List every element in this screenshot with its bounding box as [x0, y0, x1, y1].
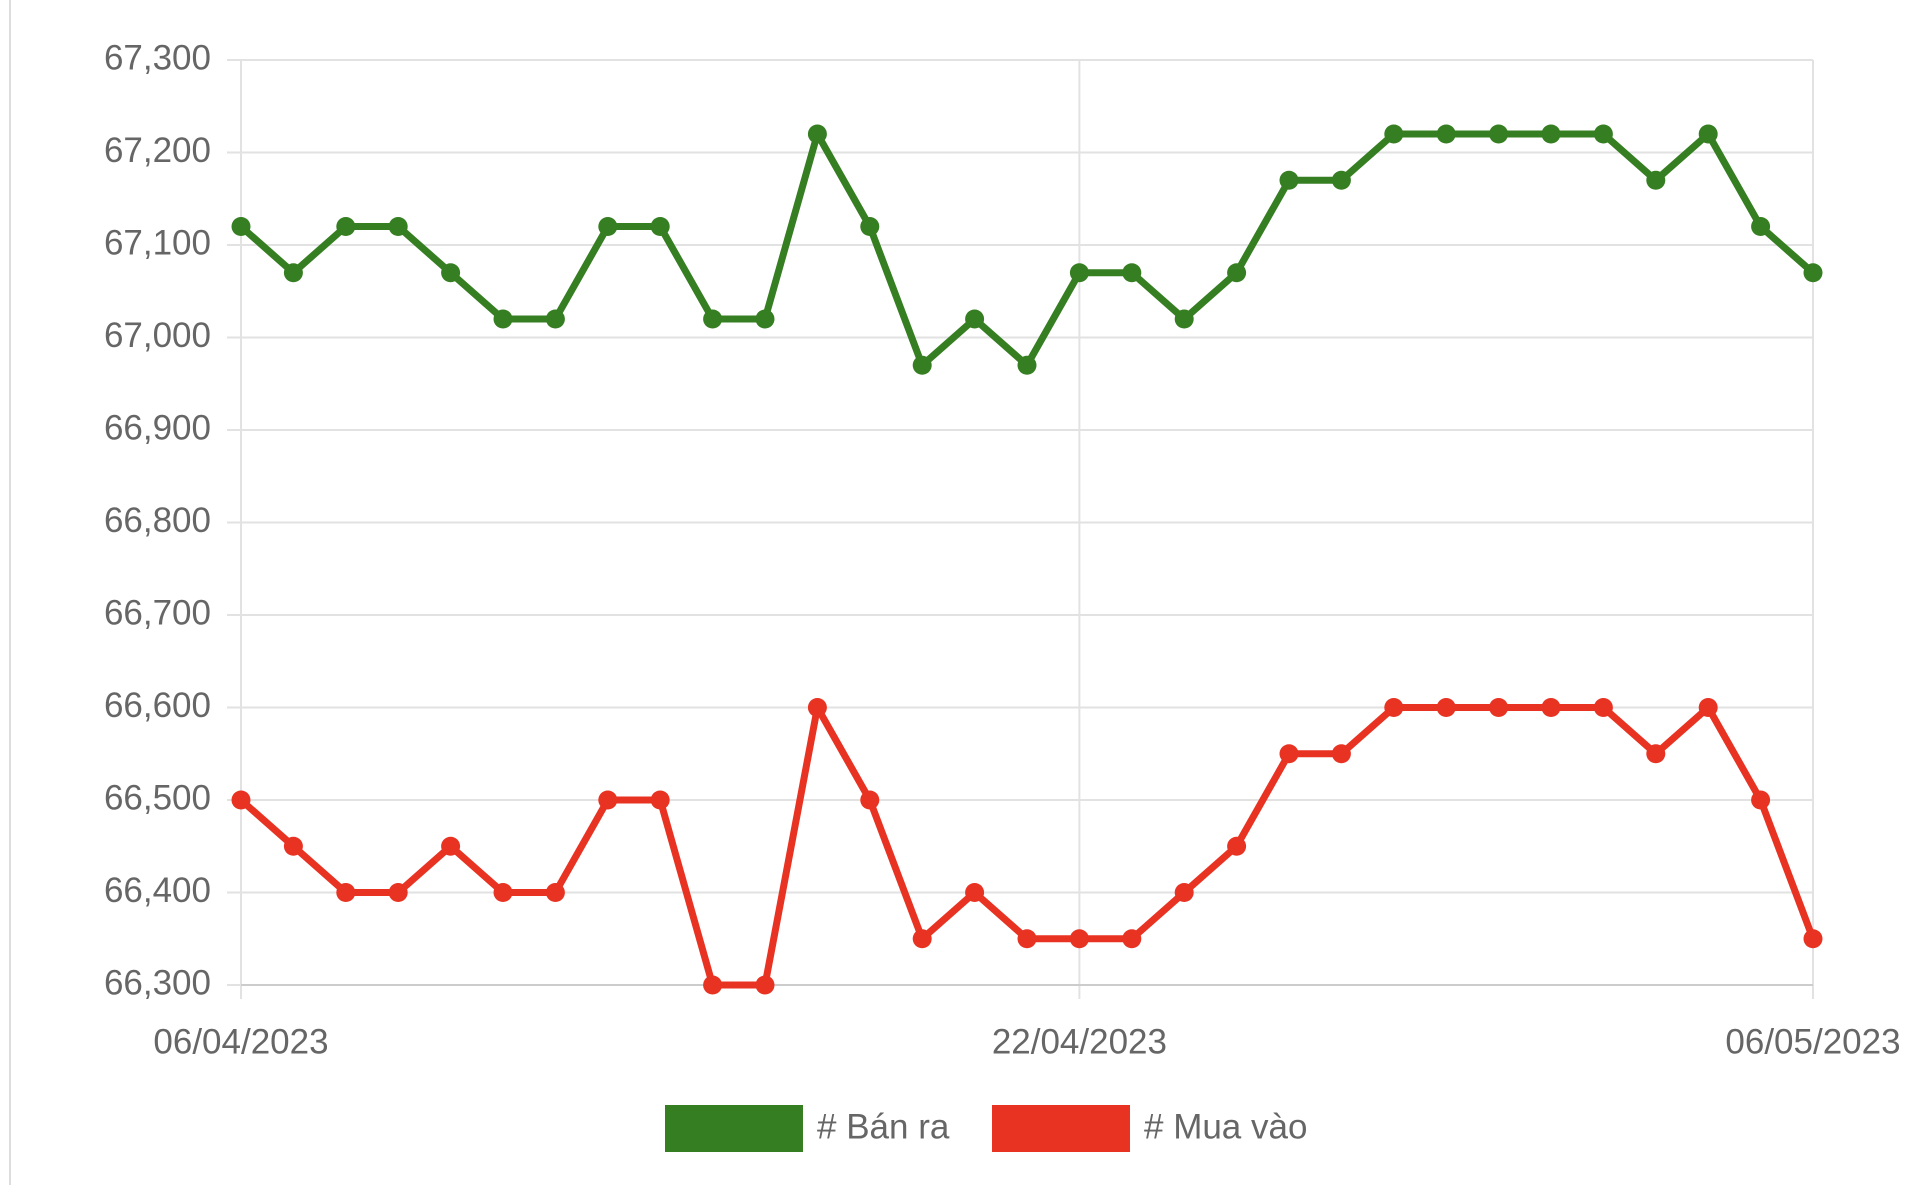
y-tick-label: 66,700: [104, 593, 211, 632]
point: [1751, 790, 1771, 810]
line: [238, 130, 1816, 369]
point: [650, 217, 670, 236]
y-tick-label: 66,900: [104, 408, 211, 447]
point: [1593, 698, 1613, 717]
point: [545, 883, 565, 902]
legend-label: # Bán ra: [817, 1107, 950, 1146]
point: [1698, 698, 1718, 717]
point: [1384, 698, 1404, 717]
point: [1803, 929, 1823, 949]
point: [1174, 309, 1194, 329]
point: [1017, 355, 1037, 375]
y-tick-label: 66,600: [104, 686, 211, 725]
point: [1489, 698, 1509, 717]
point: [1541, 124, 1561, 144]
point: [1803, 263, 1823, 283]
point: [441, 836, 461, 856]
point: [1331, 170, 1351, 190]
y-tick-label: 67,100: [104, 223, 211, 262]
point: [1279, 170, 1299, 190]
legend-swatch: [992, 1105, 1130, 1152]
point: [598, 790, 618, 810]
point: [336, 883, 356, 902]
point: [1227, 263, 1247, 283]
legend-label: # Mua vào: [1144, 1107, 1307, 1146]
point: [1436, 124, 1456, 144]
point: [1384, 124, 1404, 144]
x-tick-label: 06/05/2023: [1725, 1022, 1900, 1061]
point: [650, 790, 670, 810]
x-tick-label: 06/04/2023: [153, 1022, 328, 1061]
point: [493, 883, 513, 902]
point: [965, 883, 985, 902]
y-tick-label: 66,500: [104, 778, 211, 817]
point: [755, 309, 775, 329]
point: [336, 217, 356, 236]
y-tick-label: 66,300: [104, 963, 211, 1002]
point: [703, 309, 723, 329]
point: [388, 883, 408, 902]
point: [283, 836, 303, 856]
legend-swatch: [665, 1105, 803, 1152]
point: [1069, 929, 1089, 949]
point: [1698, 124, 1718, 144]
point: [1227, 836, 1247, 856]
point: [545, 309, 565, 329]
point: [1331, 744, 1351, 764]
point: [912, 355, 932, 375]
point: [807, 124, 827, 144]
point: [965, 309, 985, 329]
point: [231, 790, 251, 810]
point: [1593, 124, 1613, 144]
point: [807, 698, 827, 717]
point: [598, 217, 618, 236]
point: [493, 309, 513, 329]
y-tick-label: 66,400: [104, 871, 211, 910]
y-tick-label: 66,800: [104, 501, 211, 540]
point: [860, 790, 880, 810]
point: [912, 929, 932, 949]
x-tick-label: 22/04/2023: [992, 1022, 1167, 1061]
point: [1751, 217, 1771, 236]
point: [1122, 929, 1142, 949]
point: [231, 217, 251, 236]
point: [1017, 929, 1037, 949]
point: [441, 263, 461, 283]
point: [755, 975, 775, 995]
point: [1541, 698, 1561, 717]
y-tick-label: 67,000: [104, 316, 211, 355]
point: [1122, 263, 1142, 283]
point: [1436, 698, 1456, 717]
point: [1069, 263, 1089, 283]
point: [388, 217, 408, 236]
point: [1489, 124, 1509, 144]
point: [283, 263, 303, 283]
point: [1174, 883, 1194, 902]
point: [1646, 744, 1666, 764]
point: [703, 975, 723, 995]
point: [860, 217, 880, 236]
y-tick-label: 67,300: [104, 38, 211, 77]
point: [1279, 744, 1299, 764]
y-tick-label: 67,200: [104, 131, 211, 170]
point: [1646, 170, 1666, 190]
